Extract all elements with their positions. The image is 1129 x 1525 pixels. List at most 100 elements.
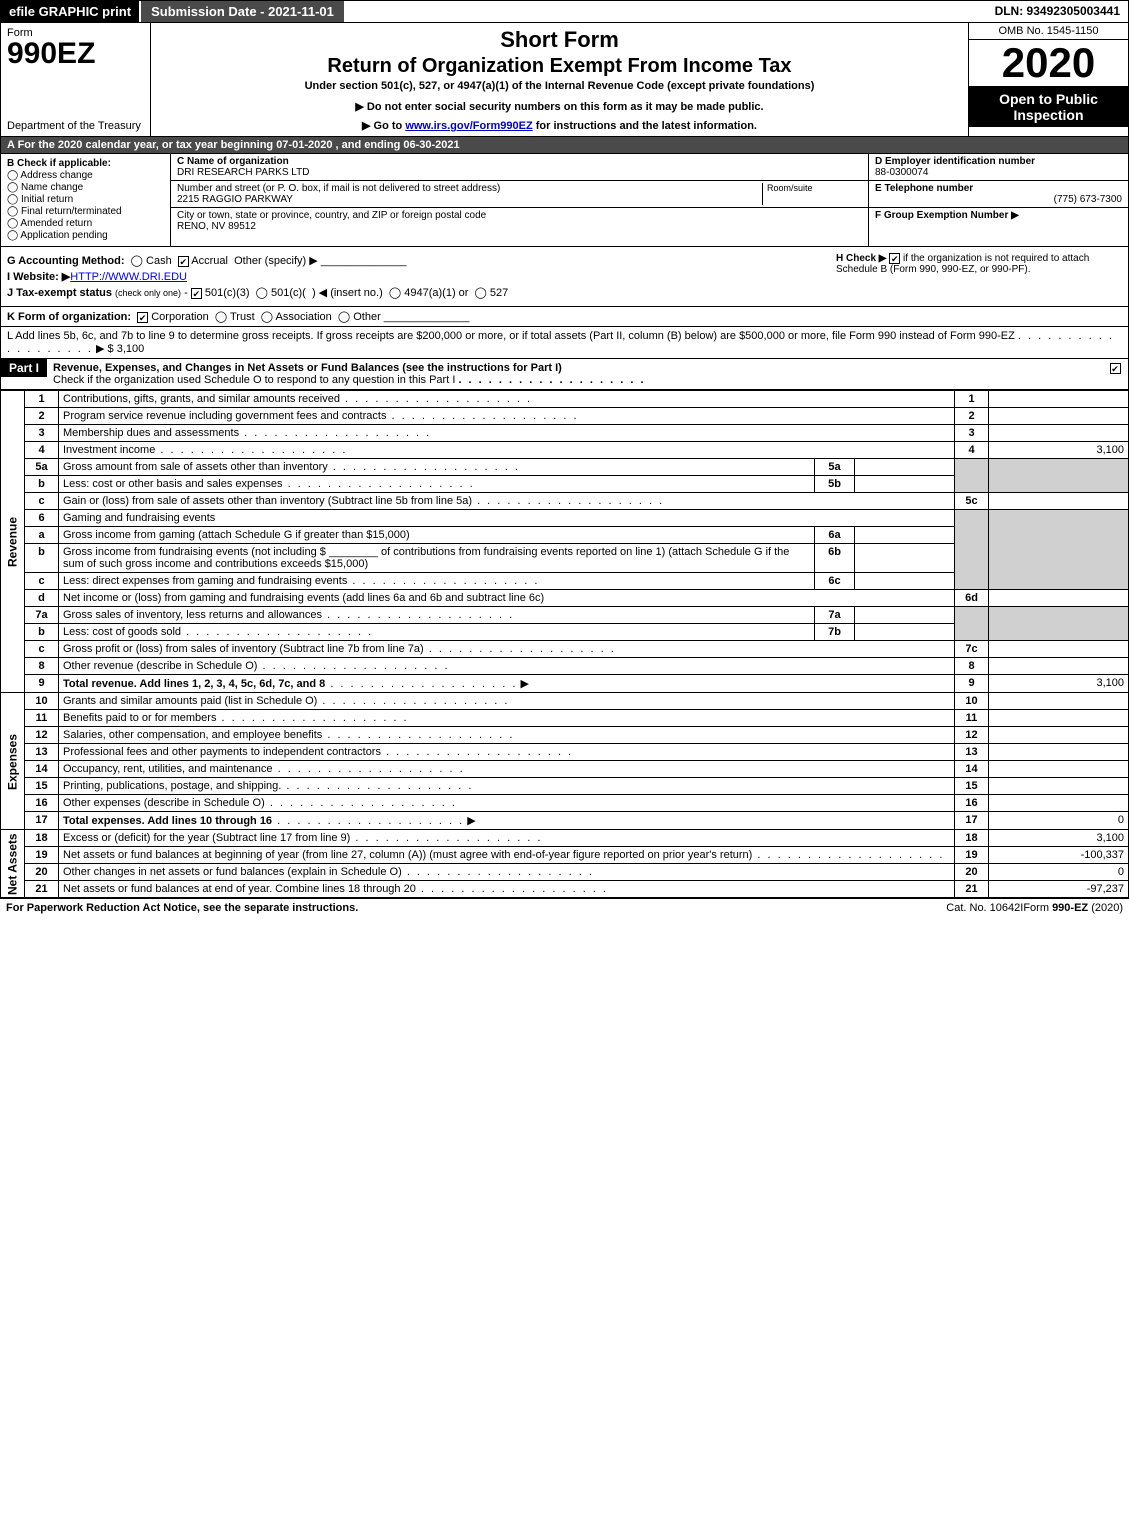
short-form: Short Form xyxy=(159,27,960,53)
line-1: Contributions, gifts, grants, and simila… xyxy=(63,393,340,405)
line-6c: Less: direct expenses from gaming and fu… xyxy=(63,575,347,587)
line-19-amt: -100,337 xyxy=(989,847,1129,864)
block-ghij: G Accounting Method: ◯ Cash Accrual Othe… xyxy=(0,247,1129,307)
ein-label: D Employer identification number xyxy=(875,156,1035,167)
block-def: D Employer identification number88-03000… xyxy=(868,154,1128,246)
dept-treasury: Department of the Treasury xyxy=(7,120,144,132)
line-10: Grants and similar amounts paid (list in… xyxy=(63,695,317,707)
line-6a: Gross income from gaming (attach Schedul… xyxy=(63,529,410,541)
line-9-amt: 3,100 xyxy=(989,675,1129,693)
efile-print-button[interactable]: efile GRAPHIC print xyxy=(1,1,141,22)
ssn-warning: ▶ Do not enter social security numbers o… xyxy=(159,100,960,113)
line-11: Benefits paid to or for members xyxy=(63,712,216,724)
row-g: G Accounting Method: ◯ Cash Accrual Othe… xyxy=(7,254,832,267)
goto-line: ▶ Go to www.irs.gov/Form990EZ for instru… xyxy=(159,119,960,132)
room-suite-label: Room/suite xyxy=(762,183,862,205)
check-name-change[interactable]: ◯ Name change xyxy=(7,182,164,193)
check-final-return[interactable]: ◯ Final return/terminated xyxy=(7,206,164,217)
check-schedule-b[interactable] xyxy=(889,253,900,264)
addr-label: Number and street (or P. O. box, if mail… xyxy=(177,183,500,194)
line-18-amt: 3,100 xyxy=(989,830,1129,847)
line-6b-1: Gross income from fundraising events (no… xyxy=(63,546,326,558)
method-other[interactable]: Other (specify) ▶ xyxy=(234,255,318,267)
check-501c3[interactable] xyxy=(191,288,202,299)
check-initial-return[interactable]: ◯ Initial return xyxy=(7,194,164,205)
line-21: Net assets or fund balances at end of ye… xyxy=(63,883,416,895)
expenses-label: Expenses xyxy=(1,693,25,830)
line-7a: Gross sales of inventory, less returns a… xyxy=(63,609,322,621)
line-16: Other expenses (describe in Schedule O) xyxy=(63,797,265,809)
row-i: I Website: ▶HTTP://WWW.DRI.EDU xyxy=(7,270,832,283)
line-19: Net assets or fund balances at beginning… xyxy=(63,849,752,861)
check-amended-return[interactable]: ◯ Amended return xyxy=(7,218,164,229)
row-a-tax-year: A For the 2020 calendar year, or tax yea… xyxy=(0,137,1129,154)
line-17: Total expenses. Add lines 10 through 16 xyxy=(63,815,272,827)
revenue-label: Revenue xyxy=(1,391,25,693)
row-l: L Add lines 5b, 6c, and 7b to line 9 to … xyxy=(0,327,1129,359)
line-5c: Gain or (loss) from sale of assets other… xyxy=(63,495,472,507)
part1-label: Part I xyxy=(1,359,47,377)
check-schedule-o[interactable] xyxy=(1110,363,1121,374)
form-number: 990EZ xyxy=(7,37,95,70)
netassets-label: Net Assets xyxy=(1,830,25,898)
org-city: RENO, NV 89512 xyxy=(177,221,256,232)
line-5a: Gross amount from sale of assets other t… xyxy=(63,461,328,473)
check-address-change[interactable]: ◯ Address change xyxy=(7,170,164,181)
header-left: Form 990EZ Department of the Treasury xyxy=(1,23,151,136)
c-label: C Name of organization xyxy=(177,156,289,167)
org-info-block: B Check if applicable: ◯ Address change … xyxy=(0,154,1129,247)
tax-year: 2020 xyxy=(969,40,1128,87)
line-2: Program service revenue including govern… xyxy=(63,410,386,422)
line-6: Gaming and fundraising events xyxy=(59,510,955,527)
footer-right: Form 990-EZ (2020) xyxy=(1023,902,1123,914)
line-7b: Less: cost of goods sold xyxy=(63,626,181,638)
page-footer: For Paperwork Reduction Act Notice, see … xyxy=(0,898,1129,917)
open-inspection: Open to Public Inspection xyxy=(969,87,1128,127)
line-4: Investment income xyxy=(63,444,155,456)
submission-date-button[interactable]: Submission Date - 2021-11-01 xyxy=(141,1,344,22)
line-9: Total revenue. Add lines 1, 2, 3, 4, 5c,… xyxy=(63,678,325,690)
check-corporation[interactable] xyxy=(137,312,148,323)
lines-table: Revenue 1Contributions, gifts, grants, a… xyxy=(0,390,1129,898)
method-cash[interactable]: Cash xyxy=(146,255,172,267)
line-12: Salaries, other compensation, and employ… xyxy=(63,729,322,741)
return-title: Return of Organization Exempt From Incom… xyxy=(159,55,960,78)
line-14: Occupancy, rent, utilities, and maintena… xyxy=(63,763,273,775)
under-section: Under section 501(c), 527, or 4947(a)(1)… xyxy=(159,80,960,92)
phone-label: E Telephone number xyxy=(875,183,973,194)
line-20-amt: 0 xyxy=(989,864,1129,881)
row-k: K Form of organization: Corporation ◯ Tr… xyxy=(0,307,1129,327)
gross-receipts: 3,100 xyxy=(117,343,145,355)
block-b-checkboxes: B Check if applicable: ◯ Address change … xyxy=(1,154,171,246)
line-21-amt: -97,237 xyxy=(989,881,1129,898)
omb-number: OMB No. 1545-1150 xyxy=(969,23,1128,40)
row-h: H Check ▶ if the organization is not req… xyxy=(832,251,1122,302)
header-center: Short Form Return of Organization Exempt… xyxy=(151,23,968,136)
line-13: Professional fees and other payments to … xyxy=(63,746,381,758)
irs-link[interactable]: www.irs.gov/Form990EZ xyxy=(405,120,532,132)
org-address: 2215 RAGGIO PARKWAY xyxy=(177,194,293,205)
line-4-amt: 3,100 xyxy=(989,442,1129,459)
dln-label: DLN: 93492305003441 xyxy=(987,1,1128,22)
check-application-pending[interactable]: ◯ Application pending xyxy=(7,230,164,241)
row-j: J Tax-exempt status (check only one) - 5… xyxy=(7,286,832,299)
line-15: Printing, publications, postage, and shi… xyxy=(63,780,281,792)
method-accrual-check[interactable] xyxy=(178,256,189,267)
part1-sub: Check if the organization used Schedule … xyxy=(53,374,455,386)
part1-header: Part I Revenue, Expenses, and Changes in… xyxy=(0,359,1129,390)
line-5b: Less: cost or other basis and sales expe… xyxy=(63,478,283,490)
part1-title: Revenue, Expenses, and Changes in Net As… xyxy=(53,362,562,374)
line-3: Membership dues and assessments xyxy=(63,427,239,439)
block-c: C Name of organizationDRI RESEARCH PARKS… xyxy=(171,154,868,246)
top-bar: efile GRAPHIC print Submission Date - 20… xyxy=(0,0,1129,23)
form-header: Form 990EZ Department of the Treasury Sh… xyxy=(0,23,1129,137)
line-6d: Net income or (loss) from gaming and fun… xyxy=(63,592,544,604)
footer-left: For Paperwork Reduction Act Notice, see … xyxy=(6,902,946,914)
line-17-amt: 0 xyxy=(989,812,1129,830)
ein-value: 88-0300074 xyxy=(875,167,928,178)
line-20: Other changes in net assets or fund bala… xyxy=(63,866,402,878)
header-right: OMB No. 1545-1150 2020 Open to Public In… xyxy=(968,23,1128,136)
line-8: Other revenue (describe in Schedule O) xyxy=(63,660,257,672)
line-7c: Gross profit or (loss) from sales of inv… xyxy=(63,643,424,655)
website-link[interactable]: HTTP://WWW.DRI.EDU xyxy=(70,271,187,283)
